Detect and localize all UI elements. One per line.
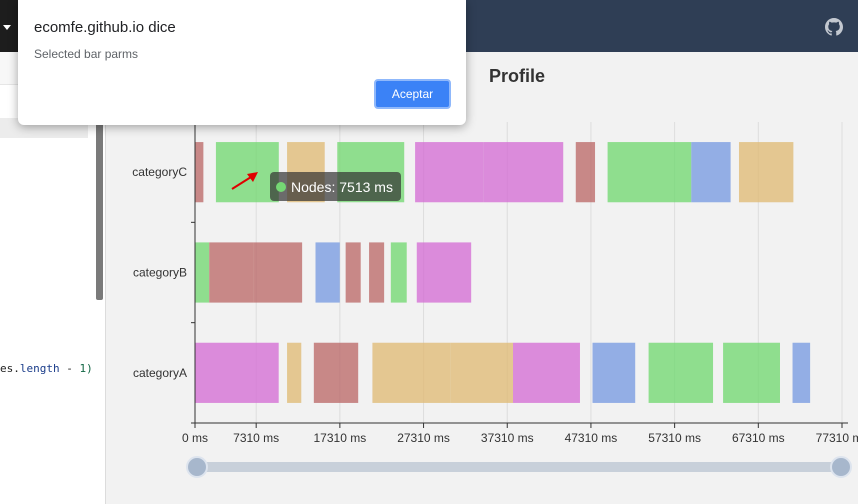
y-axis-label: categoryC [132, 165, 187, 179]
y-axis-label: categoryA [133, 366, 187, 380]
pointer-arrow-icon [231, 176, 252, 190]
bar-segment-reading[interactable] [209, 242, 254, 303]
bar-segment-nodes[interactable] [648, 342, 714, 403]
bar-segment-nodes[interactable] [195, 242, 210, 303]
data-zoom-track[interactable] [196, 462, 842, 472]
tooltip-color-dot [276, 181, 286, 192]
code-number: 1) [79, 362, 93, 375]
chart-tooltip: Nodes: 7513 ms [270, 172, 401, 201]
x-axis-label: 37310 ms [481, 431, 534, 445]
x-axis-label: 47310 ms [565, 431, 618, 445]
pointer-arrow-head-icon [247, 172, 258, 182]
bar-segment-reading[interactable] [575, 142, 596, 203]
bar-segment-rendering[interactable] [738, 142, 794, 203]
editor-scrollbar[interactable] [96, 122, 103, 300]
y-axis-label: categoryB [133, 266, 187, 280]
alert-dialog: ecomfe.github.io dice Selected bar parms… [18, 0, 466, 125]
x-axis-label: 27310 ms [397, 431, 450, 445]
github-icon[interactable] [825, 18, 843, 36]
x-axis-label: 17310 ms [314, 431, 367, 445]
bar-segment-links[interactable] [315, 242, 340, 303]
caret-down-icon[interactable] [3, 25, 11, 30]
tooltip-text: Nodes: 7513 ms [291, 178, 393, 195]
dialog-title: ecomfe.github.io dice [34, 19, 176, 36]
bar-segment-nodes[interactable] [390, 242, 407, 303]
bar-segment-rendering[interactable] [287, 342, 302, 403]
bar-segment-reading[interactable] [195, 142, 204, 203]
bar-segment-nodes[interactable] [215, 142, 279, 203]
bar-segment-reading[interactable] [369, 242, 385, 303]
menu-dropdown[interactable] [0, 0, 18, 52]
x-axis-label: 7310 ms [233, 431, 279, 445]
x-axis-label: 0 ms [182, 431, 208, 445]
bar-segment-traversing[interactable] [416, 242, 472, 303]
bar-segment-nodes[interactable] [607, 142, 692, 203]
x-axis-label: 67310 ms [732, 431, 785, 445]
code-line: es.length - 1) [0, 362, 93, 375]
bar-segment-links[interactable] [691, 142, 731, 203]
dialog-message: Selected bar parms [34, 47, 139, 61]
data-zoom-end-handle[interactable] [830, 456, 852, 478]
bar-segment-nodes[interactable] [723, 342, 780, 403]
bar-segment-rendering[interactable] [450, 342, 514, 403]
data-zoom-start-handle[interactable] [186, 456, 208, 478]
bar-segment-reading[interactable] [253, 242, 303, 303]
code-object: es. [0, 362, 20, 375]
bar-segment-reading[interactable] [345, 242, 361, 303]
bar-segment-links[interactable] [792, 342, 811, 403]
bar-segment-traversing[interactable] [483, 142, 564, 203]
x-axis-label: 57310 ms [648, 431, 701, 445]
dialog-ok-button[interactable]: Aceptar [374, 79, 451, 109]
bar-segment-reading[interactable] [313, 342, 359, 403]
bar-segment-rendering[interactable] [372, 342, 451, 403]
bar-segment-traversing[interactable] [195, 342, 279, 403]
chart-title: Profile [489, 66, 546, 86]
x-axis-label: 77310 ms [816, 431, 858, 445]
code-operator: - [59, 362, 80, 375]
code-property: length [19, 362, 60, 375]
bar-segment-traversing[interactable] [513, 342, 580, 403]
bar-segment-links[interactable] [592, 342, 636, 403]
bar-segment-traversing[interactable] [415, 142, 484, 203]
